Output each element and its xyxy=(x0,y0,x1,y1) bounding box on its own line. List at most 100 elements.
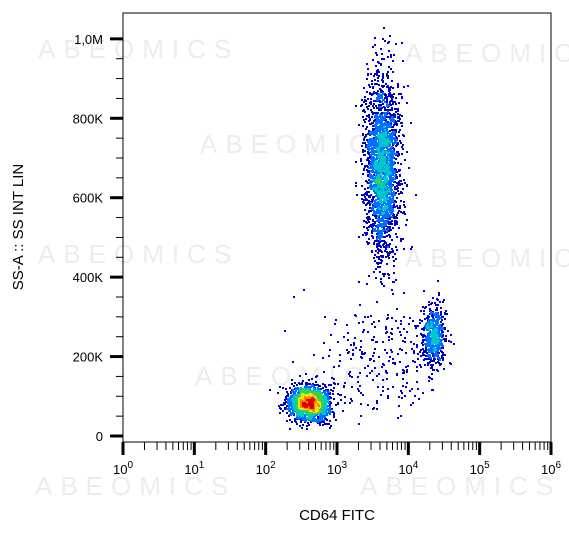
event-dot xyxy=(306,428,308,430)
event-dot xyxy=(379,97,381,99)
event-dot xyxy=(380,278,382,280)
event-dot xyxy=(388,152,390,154)
event-dot xyxy=(441,347,443,349)
event-dot xyxy=(377,174,379,176)
event-dot xyxy=(333,398,335,400)
event-dot xyxy=(385,175,387,177)
event-dot xyxy=(442,323,444,325)
event-dot xyxy=(376,167,378,169)
event-dot xyxy=(377,252,379,254)
event-dot xyxy=(361,198,363,200)
event-dot xyxy=(292,389,294,391)
event-dot xyxy=(436,341,438,343)
event-dot xyxy=(369,180,371,182)
event-dot xyxy=(378,191,380,193)
event-dot xyxy=(379,196,381,198)
event-dot xyxy=(437,361,439,363)
event-dot xyxy=(377,90,379,92)
event-dot xyxy=(388,360,390,362)
event-dot xyxy=(299,425,301,427)
event-dot xyxy=(371,323,373,325)
event-dot xyxy=(407,85,409,87)
event-dot xyxy=(402,144,404,146)
event-dot xyxy=(417,358,419,360)
event-dot xyxy=(386,207,388,209)
event-dot xyxy=(384,349,386,351)
event-dot xyxy=(389,103,391,105)
event-dot xyxy=(308,379,310,381)
event-dot xyxy=(333,414,335,416)
density-dots xyxy=(269,27,455,430)
event-dot xyxy=(402,385,404,387)
event-dot xyxy=(373,196,375,198)
event-dot xyxy=(357,376,359,378)
event-dot xyxy=(428,380,430,382)
event-dot xyxy=(344,396,346,398)
event-dot xyxy=(391,141,393,143)
event-dot xyxy=(375,230,377,232)
event-dot xyxy=(391,333,393,335)
event-dot xyxy=(442,316,444,318)
event-dot xyxy=(382,390,384,392)
event-dot xyxy=(376,226,378,228)
event-dot xyxy=(437,322,439,324)
event-dot xyxy=(384,229,386,231)
event-dot xyxy=(405,366,407,368)
event-dot xyxy=(330,425,332,427)
event-dot xyxy=(396,308,398,310)
event-dot xyxy=(428,301,430,303)
event-dot xyxy=(277,392,279,394)
event-dot xyxy=(373,92,375,94)
event-dot xyxy=(381,366,383,368)
event-dot xyxy=(392,200,394,202)
event-dot xyxy=(392,71,394,73)
event-dot xyxy=(344,402,346,404)
event-dot xyxy=(327,389,329,391)
event-dot xyxy=(387,77,389,79)
event-dot xyxy=(400,334,402,336)
event-dot xyxy=(364,154,366,156)
event-dot xyxy=(388,339,390,341)
event-dot xyxy=(368,167,370,169)
event-dot xyxy=(288,403,290,405)
event-dot xyxy=(384,114,386,116)
event-dot xyxy=(290,412,292,414)
event-dot xyxy=(319,393,321,395)
event-dot xyxy=(394,224,396,226)
event-dot xyxy=(429,344,431,346)
event-dot xyxy=(351,376,353,378)
event-dot xyxy=(288,407,290,409)
event-dot xyxy=(431,378,433,380)
event-dot xyxy=(269,389,271,391)
event-dot xyxy=(399,129,401,131)
event-dot xyxy=(424,307,426,309)
event-dot xyxy=(370,175,372,177)
event-dot xyxy=(433,347,435,349)
event-dot xyxy=(342,410,344,412)
event-dot xyxy=(401,96,403,98)
event-dot xyxy=(334,323,336,325)
event-dot xyxy=(361,145,363,147)
event-dot xyxy=(302,417,304,419)
event-dot xyxy=(379,218,381,220)
event-dot xyxy=(376,246,378,248)
event-dot xyxy=(378,84,380,86)
event-dot xyxy=(378,170,380,172)
event-dot xyxy=(432,330,434,332)
event-dot xyxy=(423,329,425,331)
event-dot xyxy=(370,109,372,111)
event-dot xyxy=(404,159,406,161)
event-dot xyxy=(413,352,415,354)
event-dot xyxy=(423,310,425,312)
event-dot xyxy=(377,112,379,114)
event-dot xyxy=(351,400,353,402)
event-dot xyxy=(398,153,400,155)
event-dot xyxy=(387,395,389,397)
event-dot xyxy=(385,109,387,111)
event-dot xyxy=(364,96,366,98)
event-dot xyxy=(323,416,325,418)
event-dot xyxy=(419,364,421,366)
event-dot xyxy=(431,333,433,335)
event-dot xyxy=(429,323,431,325)
event-dot xyxy=(394,178,396,180)
